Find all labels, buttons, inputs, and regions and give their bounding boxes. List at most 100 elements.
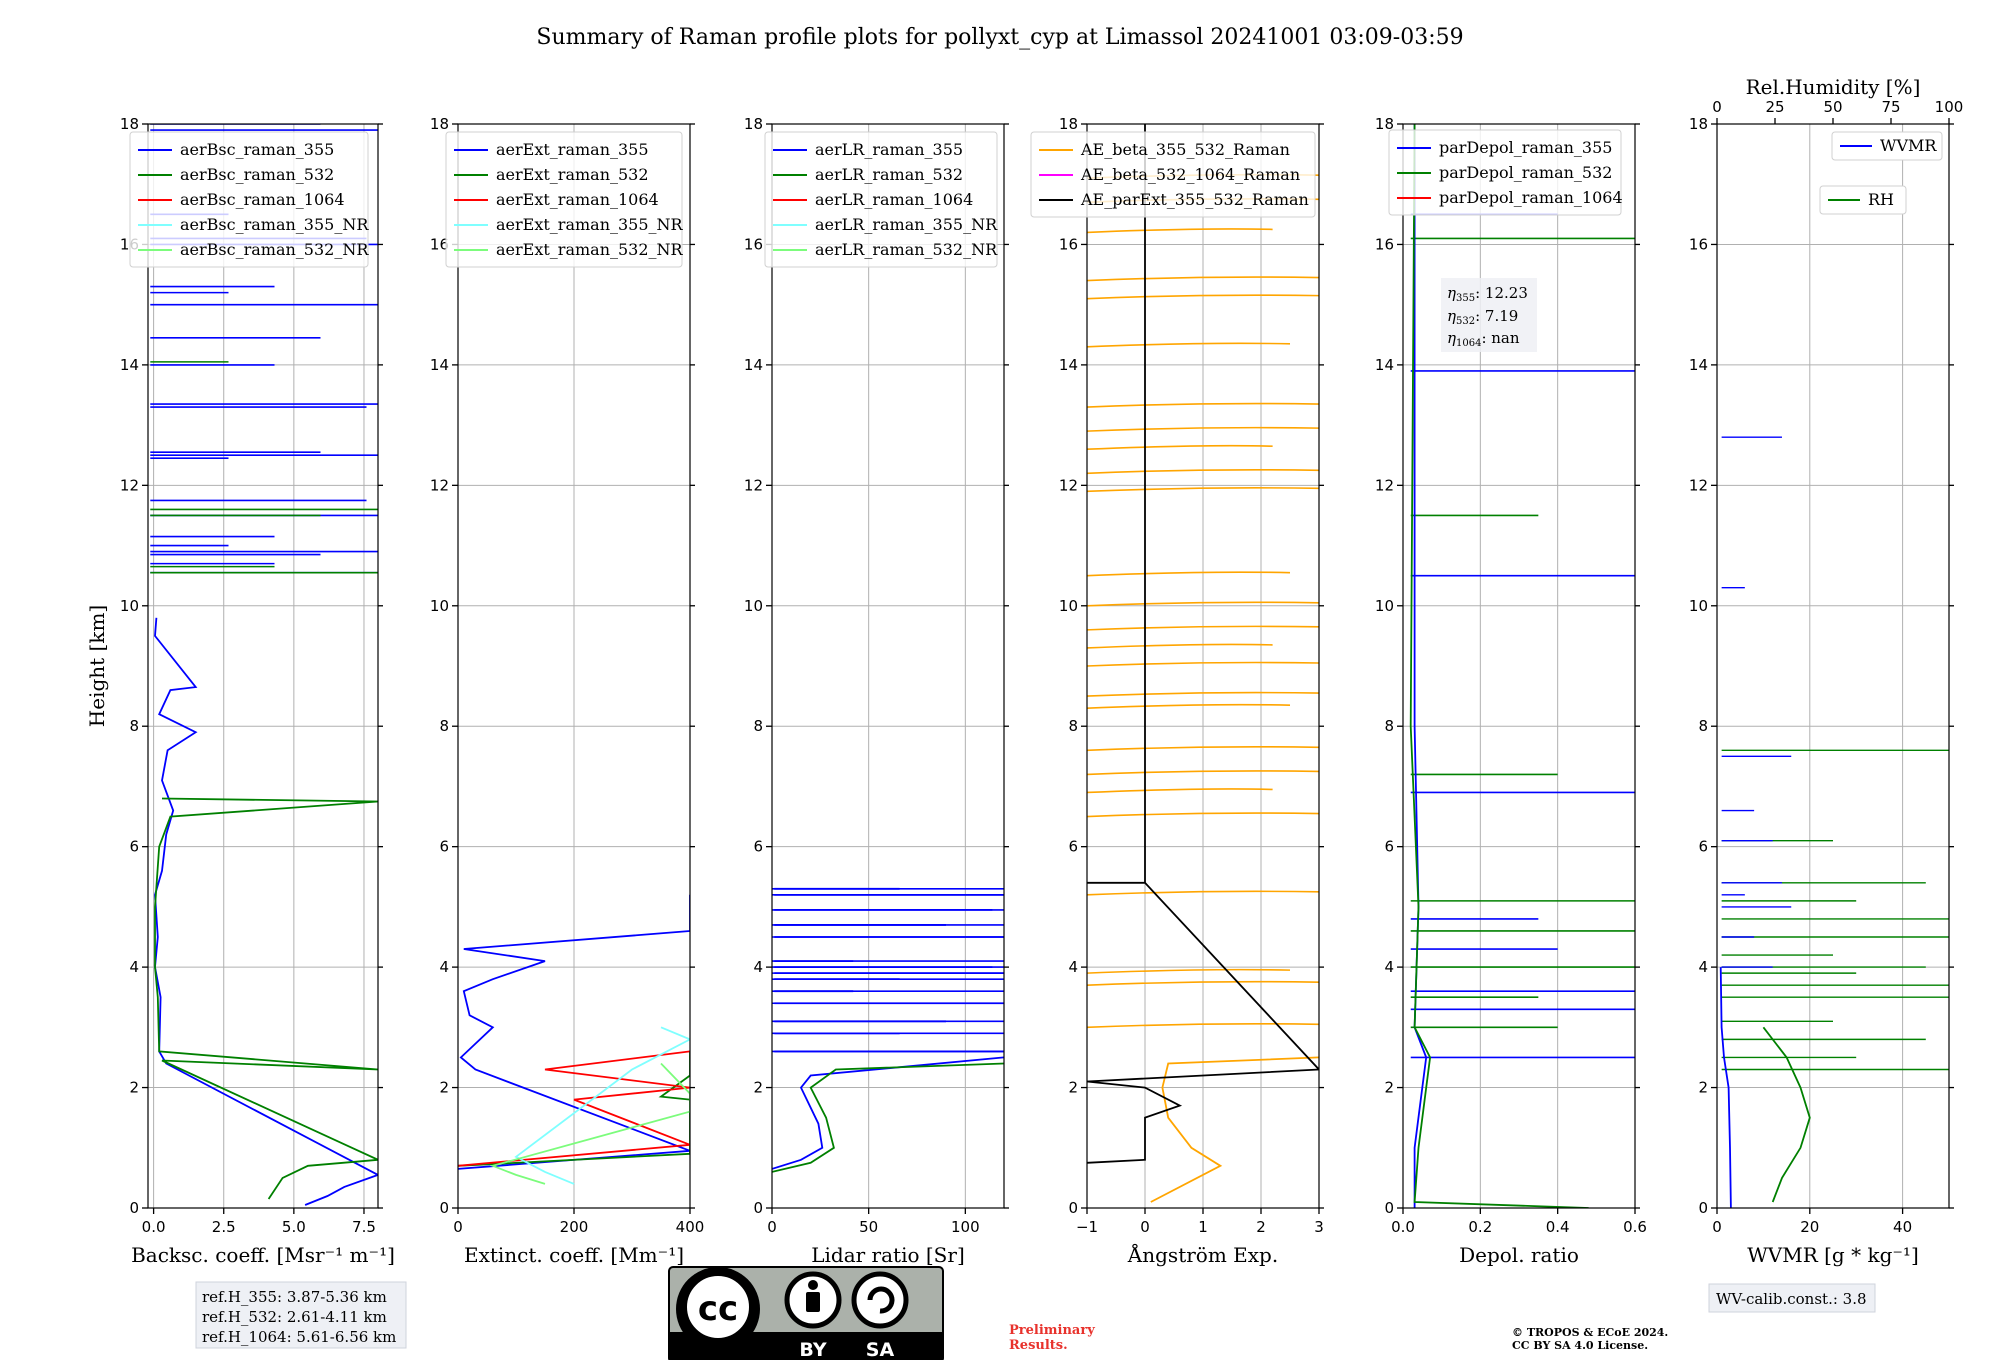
panel-depol: 0 2 4 6 8 10 12 14 16 18 0.0 0.2 0.4 0.6 Depol. ratio p… (1375, 115, 1647, 1267)
legend-entry: parDepol_raman_355 (1439, 138, 1612, 157)
y-tick-label: 10 (1689, 597, 1708, 615)
ae-orange-level (1087, 890, 1319, 896)
eta-subscript: 355 (1456, 293, 1475, 304)
x-tick-label: 40 (1893, 1218, 1912, 1236)
axes-frame (147, 123, 379, 1209)
series-aerExt_raman_532 (458, 1051, 690, 1167)
ref-h532: ref.H_532: 2.61-4.11 km (202, 1308, 387, 1326)
legend-entry: parDepol_raman_532 (1439, 163, 1612, 182)
plot-area-backscatter (150, 124, 378, 1206)
legend-entry: parDepol_raman_1064 (1439, 188, 1623, 207)
y-tick-label: 4 (1068, 958, 1078, 976)
y-tick-label: 10 (744, 597, 763, 615)
x-tick-label: 0.2 (1468, 1218, 1492, 1236)
x-tick-label: 400 (676, 1218, 705, 1236)
y-tick-label: 6 (439, 838, 449, 856)
panel-extinction: 0 2 4 6 8 10 12 14 16 18 0 200 400 Extinct. coeff. [M… (430, 115, 704, 1267)
y-tick-label: 12 (1689, 476, 1708, 494)
ae-orange-level (1087, 1023, 1319, 1029)
x-axis-label: Depol. ratio (1459, 1243, 1579, 1267)
preliminary-line2: Results. (1009, 1338, 1068, 1353)
cc-logo-text: cc (698, 1289, 738, 1329)
eta-value: : 12.23 (1475, 284, 1528, 302)
y-tick-label: 12 (744, 476, 763, 494)
y-tick-label: 18 (1689, 115, 1708, 133)
y-tick-label: 0 (129, 1199, 139, 1217)
y-tick-label: 2 (1384, 1079, 1394, 1097)
y-tick-label: 4 (1384, 958, 1394, 976)
legend-depol: parDepol_raman_355 parDepol_raman_532 parD… (1388, 129, 1623, 216)
ref-h355: ref.H_355: 3.87-5.36 km (202, 1288, 387, 1306)
series-parDepol_raman_532 (1409, 124, 1589, 1208)
copyright-line1: © TROPOS & ECoE 2024. (1512, 1326, 1668, 1339)
series-aerExt_raman_532_NR (489, 1062, 690, 1185)
legend-box (1030, 131, 1316, 218)
y-tick-label: 2 (129, 1079, 139, 1097)
legend-entry: aerLR_raman_532 (815, 165, 963, 184)
y-tick-label: 10 (1059, 597, 1078, 615)
x-axis-label: Lidar ratio [Sr] (811, 1243, 965, 1267)
x-tick-label: 2.5 (212, 1218, 236, 1236)
legend-entry: AE_parExt_355_532_Raman (1080, 190, 1309, 209)
ae-orange-level (1087, 661, 1319, 667)
series-aerExt_raman_355 (458, 894, 690, 1170)
top-x-tick-label: 0 (1712, 98, 1722, 116)
series-aerBsc_raman_355 (154, 617, 378, 1206)
ae-orange-level (1087, 228, 1273, 234)
y-tick-label: 6 (1068, 838, 1078, 856)
top-x-tick-label: 100 (1935, 98, 1964, 116)
x-tick-label: 5.0 (282, 1218, 306, 1236)
ae-orange-level (1087, 571, 1291, 577)
legend-box (1831, 131, 1943, 161)
legend-entry: aerBsc_raman_355 (180, 140, 334, 159)
plot-area-wvmr (1719, 436, 1949, 1208)
x-tick-label: 0.0 (1391, 1218, 1415, 1236)
y-tick-label: 14 (1059, 356, 1078, 374)
y-tick-label: 2 (439, 1079, 449, 1097)
ae-orange-level (1087, 444, 1273, 450)
ae-orange-level (1087, 980, 1319, 986)
series-aerLR_raman_532 (772, 1062, 1004, 1173)
ae-orange-level (1087, 691, 1319, 697)
y-tick-label: 12 (1059, 476, 1078, 494)
axes-frame (1716, 123, 1950, 1209)
eta-value: : nan (1481, 329, 1519, 347)
x-axis-label: Backsc. coeff. [Msr⁻¹ m⁻¹] (131, 1243, 395, 1267)
plot-area-extinction (458, 894, 690, 1185)
eta-value: : 7.19 (1475, 307, 1518, 325)
cc-logo (681, 1270, 755, 1344)
y-tick-label: 4 (753, 958, 763, 976)
legend-box (129, 131, 369, 268)
y-tick-label: 6 (1384, 838, 1394, 856)
y-tick-label: 0 (753, 1199, 763, 1217)
x-tick-label: 20 (1800, 1218, 1819, 1236)
legend-box (1388, 129, 1622, 216)
wv-calib-box: WV-calib.const.: 3.8 (1708, 1283, 1876, 1313)
legend-entry: aerBsc_raman_532_NR (180, 240, 369, 259)
y-tick-label: 2 (753, 1079, 763, 1097)
legend-entry: aerLR_raman_355_NR (815, 215, 998, 234)
legend-entry: aerExt_raman_355_NR (496, 215, 684, 234)
eta-row: η355: 12.23 (1447, 284, 1528, 304)
y-tick-label: 18 (1059, 115, 1078, 133)
legend-box (1819, 185, 1907, 215)
ae-orange-level (1087, 276, 1319, 282)
legend-entry: aerExt_raman_1064 (496, 190, 659, 209)
ae-orange-level (1087, 703, 1291, 709)
eta-symbol: η (1447, 329, 1456, 347)
y-tick-label: 0 (1698, 1199, 1708, 1217)
legend-entry: aerBsc_raman_1064 (180, 190, 345, 209)
y-tick-label: 10 (120, 597, 139, 615)
y-tick-label: 0 (1068, 1199, 1078, 1217)
x-tick-label: 50 (859, 1218, 878, 1236)
license-by: BY (799, 1339, 826, 1360)
y-tick-label: 16 (1689, 235, 1708, 253)
y-tick-label: 14 (1375, 356, 1394, 374)
x-axis-label: Ångström Exp. (1127, 1242, 1278, 1267)
sa-icon (851, 1271, 909, 1329)
